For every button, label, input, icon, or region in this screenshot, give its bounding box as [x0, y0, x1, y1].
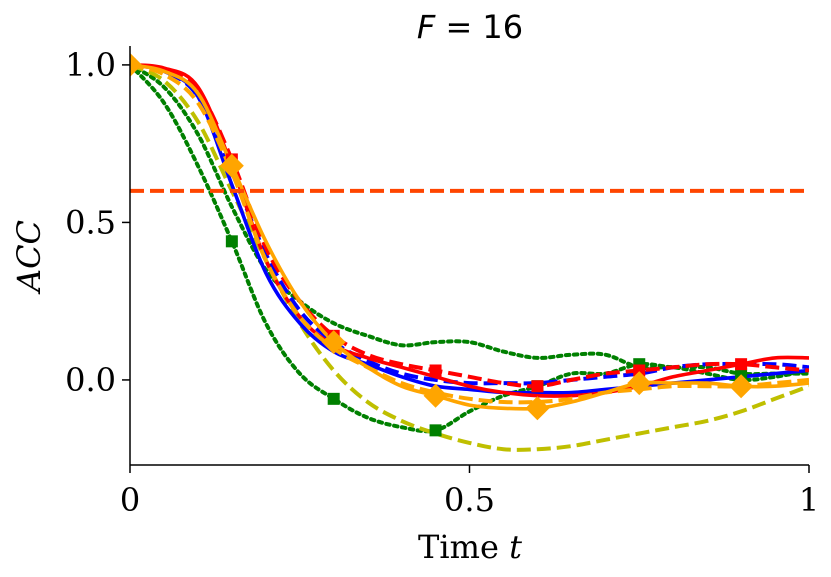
x-axis-label-var: t	[509, 528, 522, 566]
marker-orange-solid-markers	[729, 374, 754, 399]
x-tick-label: 0.5	[444, 481, 495, 519]
marker-red-dashed-markers	[735, 358, 748, 371]
x-tick-label: 0	[120, 481, 140, 519]
marker-orange-solid-markers	[219, 153, 244, 178]
marker-green-dotted-markers	[429, 424, 442, 437]
marker-green-dotted-markers	[327, 392, 340, 405]
marker-red-dashed-markers	[429, 364, 442, 377]
title-value: = 16	[435, 8, 523, 46]
marker-orange-solid-markers	[130, 52, 142, 77]
y-tick-label: 0.0	[65, 361, 116, 399]
chart-title: F = 16	[417, 8, 523, 46]
marker-green-dotted-markers	[225, 235, 238, 248]
marker-orange-solid-markers	[525, 396, 550, 421]
plot-markers	[130, 52, 754, 437]
series-line-blue-dashed	[130, 62, 809, 386]
x-axis-label-text: Time	[418, 528, 509, 566]
marker-orange-solid-markers	[423, 383, 448, 408]
series-line-red-dashed-markers	[130, 62, 809, 389]
marker-green-dotted-markers	[735, 367, 748, 380]
series-line-green-dotted	[130, 62, 809, 383]
ticks: 0 0.5 1 0.0 0.5 1.0	[65, 46, 819, 519]
series-line-olive-dashed	[130, 63, 809, 452]
title-variable: F	[417, 8, 436, 46]
series-line-blue-solid	[130, 63, 809, 395]
x-axis-label: Time t	[418, 528, 522, 566]
plot-lines	[130, 62, 809, 452]
marker-red-dashed-markers	[633, 364, 646, 377]
x-tick-label: 1	[799, 481, 819, 519]
y-tick-label: 0.5	[65, 203, 116, 241]
y-axis-label: ACC	[10, 220, 48, 295]
axes-frame	[129, 46, 809, 466]
y-tick-label: 1.0	[65, 46, 116, 84]
marker-orange-solid-markers	[627, 371, 652, 396]
series-line-orange-solid-markers	[130, 63, 809, 411]
series-line-orange-dashed	[130, 62, 809, 405]
marker-orange-solid-markers	[321, 330, 346, 355]
series-line-red-solid	[130, 63, 809, 398]
marker-red-dashed-markers	[531, 380, 544, 393]
